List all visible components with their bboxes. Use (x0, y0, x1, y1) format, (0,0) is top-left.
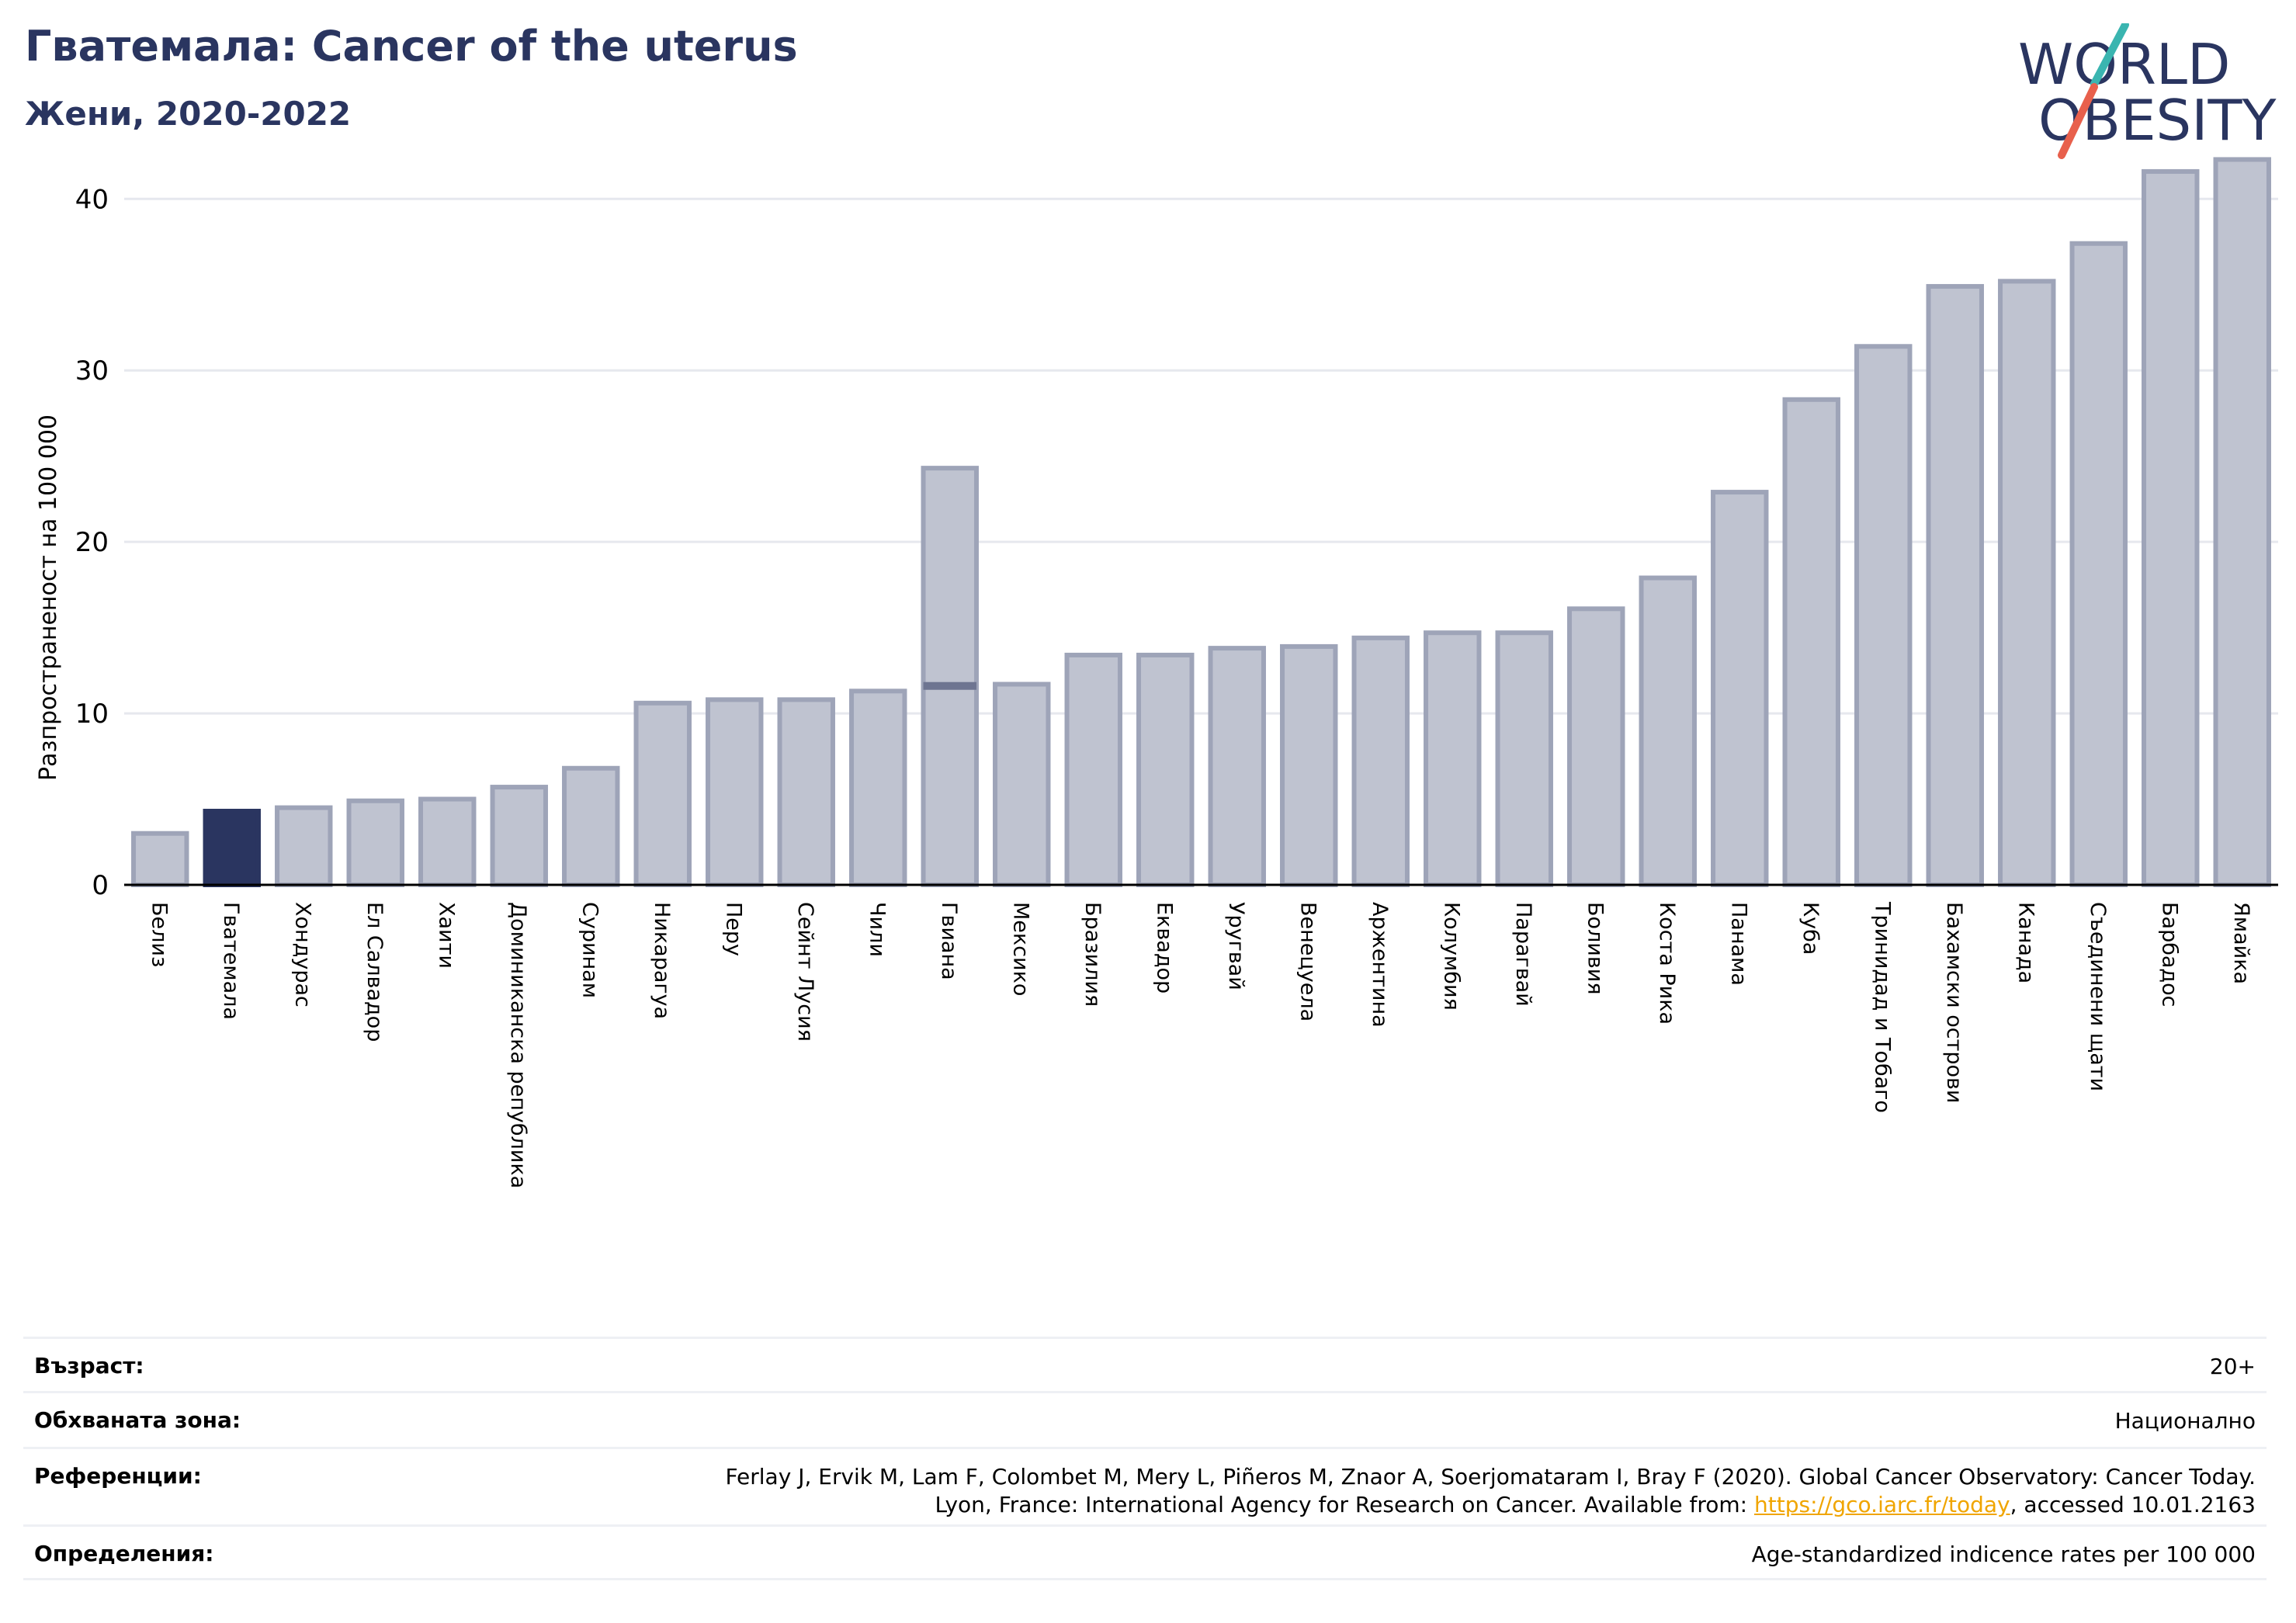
info-row-references: Референции: Ferlay J, Ervik M, Lam F, Co… (23, 1447, 2267, 1524)
bar (921, 466, 979, 887)
references-line-2-post: , accessed 10.01.2163 (2010, 1492, 2256, 1517)
x-tick-label: Парагвай (1511, 902, 1535, 1007)
bar (1567, 606, 1625, 887)
bar (1495, 630, 1553, 887)
x-tick-label: Хаити (434, 902, 458, 969)
bar (418, 796, 477, 888)
x-tick-label: Коста Рика (1655, 902, 1679, 1025)
x-tick-label: Перу (721, 902, 745, 956)
area-value: Национално (2114, 1408, 2256, 1434)
bar (131, 831, 189, 888)
bar (275, 805, 333, 888)
bar (2069, 241, 2128, 887)
logo-word-1: WORLD (2018, 32, 2230, 97)
x-tick-label: Тринидад и Тобаго (1870, 901, 1894, 1113)
bar (1711, 490, 1769, 887)
x-tick-label: Белиз (147, 902, 171, 967)
area-label: Обхваната зона: (34, 1407, 241, 1433)
y-tick-label: 30 (75, 355, 109, 387)
x-tick-label: Ел Салвадор (362, 902, 387, 1042)
bar (1208, 646, 1266, 887)
bar (1998, 279, 2056, 888)
bar (633, 700, 692, 888)
x-tick-label: Аржентина (1368, 902, 1392, 1028)
x-tick-label: Сейнт Лусия (793, 902, 817, 1042)
bar (1280, 643, 1338, 887)
x-tick-label: Мексико (1008, 902, 1032, 996)
references-line-1: Ferlay J, Ervik M, Lam F, Colombet M, Me… (725, 1464, 2256, 1489)
x-tick-label: Колумбия (1439, 902, 1463, 1011)
references-line-2-pre: Lyon, France: International Agency for R… (935, 1492, 1754, 1517)
y-tick-label: 20 (75, 527, 109, 558)
bar (490, 785, 548, 887)
bar (2213, 157, 2271, 888)
bar (1926, 283, 1984, 887)
x-tick-label: Ямайка (2229, 902, 2253, 984)
x-tick-label: Чили (865, 902, 889, 957)
bar (1782, 397, 1840, 887)
bar (203, 809, 261, 887)
x-tick-label: Канада (2013, 902, 2038, 983)
chart-title: Гватемала: Cancer of the uterus (25, 22, 798, 71)
x-tick-label: Никарагуа (650, 902, 674, 1019)
info-table: Възраст: 20+ Обхваната зона: Национално … (23, 1337, 2267, 1580)
bar (2142, 168, 2200, 887)
x-tick-label: Суринам (577, 902, 602, 998)
bar (849, 688, 907, 887)
y-tick-label: 40 (75, 184, 109, 215)
bar (777, 697, 835, 887)
chart-subtitle: Жени, 2020-2022 (25, 95, 352, 133)
x-tick-label: Гвиана (937, 902, 961, 980)
bar (1424, 630, 1482, 887)
bar (1639, 575, 1697, 888)
y-tick-label: 10 (75, 699, 109, 730)
info-row-age: Възраст: 20+ (23, 1337, 2267, 1391)
x-tick-label: Бразилия (1080, 902, 1105, 1007)
bar (562, 765, 620, 888)
references-link[interactable]: https://gco.iarc.fr/today (1754, 1492, 2010, 1517)
references-label: Референции: (34, 1463, 202, 1489)
age-label: Възраст: (34, 1353, 144, 1379)
bar (993, 681, 1051, 888)
x-tick-label: Доминиканска република (506, 902, 530, 1188)
x-tick-label: Хондурас (290, 902, 314, 1007)
bar-chart: 0 10 20 30 40 Разпространеност на 100 000 Бели… (35, 157, 2278, 1188)
definitions-value: Age-standardized indicence rates per 100… (1751, 1542, 2256, 1567)
references-value: Ferlay J, Ervik M, Lam F, Colombet M, Me… (725, 1463, 2256, 1519)
info-row-area: Обхваната зона: Национално (23, 1391, 2267, 1447)
x-tick-label: Боливия (1583, 902, 1607, 995)
y-tick-label: 0 (92, 870, 109, 901)
age-value: 20+ (2209, 1354, 2256, 1379)
info-row-definitions: Определения: Age-standardized indicence … (23, 1524, 2267, 1580)
secondary-mark (923, 681, 976, 690)
x-tick-label: Бахамски острови (1942, 902, 1966, 1103)
definitions-label: Определения: (34, 1541, 214, 1566)
world-obesity-logo: WORLD OBESITY (2018, 23, 2277, 159)
x-tick-label: Гватемала (219, 902, 243, 1020)
x-tick-label: Венецуела (1295, 902, 1320, 1021)
y-axis-label: Разпространеност на 100 000 (35, 414, 62, 781)
x-tick-label: Куба (1798, 902, 1823, 955)
bar (1064, 652, 1122, 887)
bar (1136, 652, 1195, 887)
x-tick-label: Еквадор (1152, 902, 1176, 994)
x-tick-label: Барбадос (2157, 902, 2181, 1007)
bar (1854, 344, 1913, 888)
bar (1351, 635, 1410, 887)
x-tick-label: Панама (1726, 902, 1750, 986)
bar (706, 697, 764, 887)
x-tick-label: Съединени щати (2086, 902, 2110, 1091)
bar (346, 798, 404, 887)
x-tick-label: Уругвай (1224, 902, 1248, 990)
